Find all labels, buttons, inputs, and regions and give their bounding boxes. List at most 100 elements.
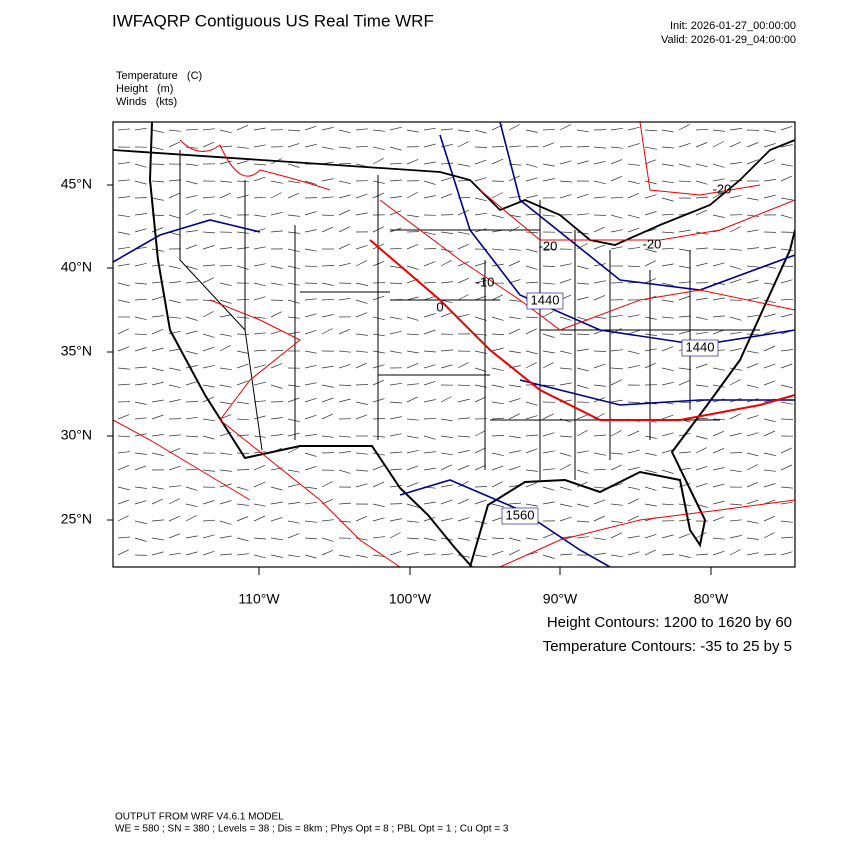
wind-barb bbox=[695, 196, 709, 199]
wind-barb bbox=[117, 346, 130, 352]
wind-barb bbox=[372, 536, 385, 539]
wind-barb bbox=[559, 486, 572, 491]
wind-barb bbox=[695, 262, 708, 267]
wind-barb bbox=[593, 537, 606, 541]
wind-barb bbox=[389, 518, 402, 522]
wind-barb bbox=[287, 502, 300, 505]
wind-barb bbox=[219, 282, 232, 287]
wind-barb bbox=[763, 469, 776, 472]
wind-barb bbox=[117, 128, 130, 131]
wind-barb bbox=[372, 398, 385, 403]
wind-barb bbox=[661, 534, 674, 539]
wind-barb bbox=[678, 554, 691, 558]
wind-barb bbox=[508, 398, 521, 403]
wind-barb bbox=[474, 486, 488, 488]
field-label: Temperature (C) bbox=[116, 70, 202, 82]
wind-barb bbox=[287, 180, 300, 184]
wind-barb bbox=[610, 554, 623, 558]
wind-barb bbox=[474, 212, 487, 216]
wind-barb bbox=[202, 384, 215, 388]
wind-barb bbox=[695, 180, 708, 185]
wind-barb bbox=[253, 415, 266, 420]
wind-barb bbox=[423, 329, 436, 335]
wind-barb bbox=[117, 486, 130, 491]
wind-barb bbox=[406, 191, 418, 199]
wind-barb bbox=[780, 214, 793, 219]
wind-barb bbox=[576, 129, 589, 133]
wind-barb bbox=[559, 231, 573, 233]
wind-barb bbox=[287, 214, 300, 217]
wind-barb bbox=[661, 414, 674, 420]
wind-barb bbox=[457, 294, 469, 301]
wind-barb bbox=[270, 537, 283, 541]
wind-barb bbox=[712, 248, 726, 250]
wind-barb bbox=[134, 417, 147, 420]
wind-barb bbox=[678, 281, 691, 284]
wind-barb bbox=[542, 554, 555, 559]
wind-barb bbox=[236, 418, 250, 421]
wind-barb bbox=[406, 537, 420, 540]
height-contour-label: 1440 bbox=[531, 292, 560, 307]
wind-barb bbox=[678, 180, 692, 183]
wind-barb bbox=[644, 549, 657, 556]
wind-barb bbox=[168, 367, 181, 371]
wind-barb bbox=[219, 520, 232, 525]
wind-barb bbox=[525, 503, 538, 507]
wind-barb bbox=[525, 469, 538, 472]
wind-barb bbox=[491, 146, 505, 148]
wind-barb bbox=[474, 447, 486, 454]
wind-barb bbox=[236, 298, 250, 301]
wind-barb bbox=[746, 265, 759, 268]
wind-barb bbox=[627, 498, 639, 505]
wind-barb bbox=[729, 549, 741, 556]
wind-barb bbox=[763, 430, 776, 437]
wind-barb bbox=[780, 125, 793, 131]
wind-barb bbox=[406, 482, 419, 488]
wind-barb bbox=[780, 279, 793, 284]
wind-barb bbox=[576, 429, 588, 437]
wind-barb bbox=[440, 364, 453, 369]
wind-barb bbox=[151, 347, 164, 352]
wind-barb bbox=[253, 537, 267, 540]
wind-barb bbox=[304, 229, 317, 233]
wind-barb bbox=[372, 364, 385, 369]
wind-barb bbox=[695, 163, 708, 168]
wind-barb bbox=[593, 295, 606, 301]
wind-barb bbox=[134, 520, 147, 524]
wind-barb bbox=[236, 537, 249, 542]
wind-barb bbox=[151, 452, 164, 456]
wind-barb bbox=[151, 197, 164, 201]
wind-barb bbox=[287, 418, 300, 422]
wind-barb bbox=[576, 536, 589, 539]
wind-barb bbox=[372, 554, 385, 557]
map-area bbox=[113, 122, 795, 567]
wind-barb bbox=[746, 537, 759, 540]
wind-barb bbox=[508, 384, 521, 388]
wind-barb bbox=[474, 129, 487, 134]
wind-barb bbox=[542, 282, 555, 285]
wind-barb bbox=[746, 297, 759, 301]
wind-barb bbox=[661, 367, 674, 372]
wind-barb bbox=[134, 500, 147, 505]
wind-barb bbox=[117, 536, 131, 539]
wind-barb bbox=[610, 520, 623, 524]
wind-barb bbox=[423, 248, 437, 250]
wind-barb bbox=[236, 231, 249, 234]
wind-barb bbox=[423, 501, 436, 505]
wind-barb bbox=[678, 401, 692, 404]
wind-barb bbox=[610, 532, 622, 539]
height-contour-label: 1440 bbox=[686, 339, 715, 354]
wind-barb bbox=[695, 435, 708, 440]
wind-barb bbox=[406, 129, 419, 133]
wind-barb bbox=[542, 142, 555, 148]
wind-barb bbox=[270, 282, 283, 286]
wind-barb bbox=[440, 349, 454, 352]
wind-barb bbox=[712, 163, 725, 168]
wind-barb bbox=[355, 515, 368, 522]
wind-barb bbox=[219, 314, 232, 318]
wind-barb bbox=[185, 365, 198, 369]
wind-barb bbox=[712, 537, 725, 540]
wind-barb bbox=[406, 316, 419, 321]
wind-barb bbox=[338, 364, 351, 369]
